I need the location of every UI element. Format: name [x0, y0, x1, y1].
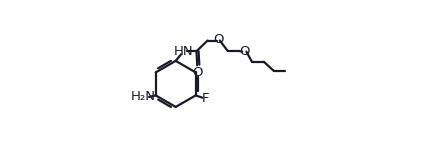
Text: H₂N: H₂N	[131, 90, 156, 103]
Text: O: O	[239, 45, 250, 58]
Text: HN: HN	[174, 45, 194, 58]
Text: O: O	[213, 33, 224, 46]
Text: F: F	[202, 92, 209, 105]
Text: O: O	[192, 66, 203, 79]
